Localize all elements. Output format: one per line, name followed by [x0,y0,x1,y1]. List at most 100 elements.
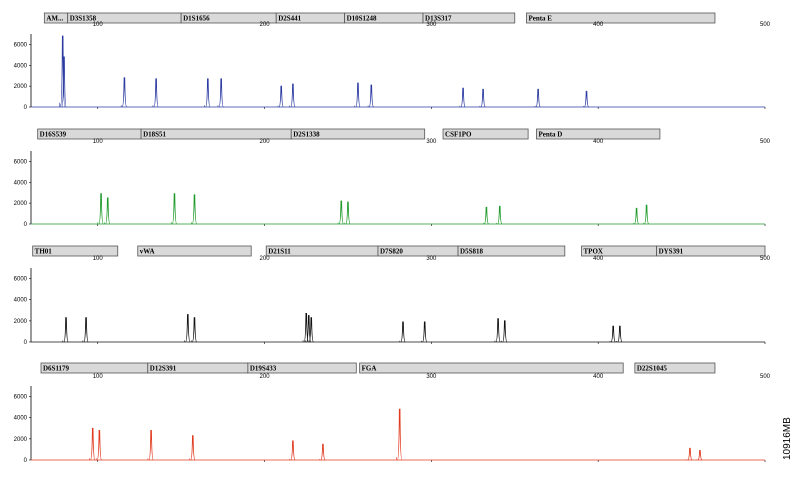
panel-red: D6S1179 D12S391 D19S433 FGA D22S1045 100 200 30… [14,362,771,464]
y-tick-label: 4000 [14,180,28,186]
y-tick-label: 4000 [14,298,28,304]
x-tick-label: 100 [93,374,104,380]
x-tick-label: 100 [93,22,104,28]
peak [687,447,693,461]
locus-label: Penta E [528,15,552,23]
locus-label: D1S1656 [183,15,210,23]
peak [191,194,198,225]
y-tick-label: 2000 [14,437,28,443]
y-tick-label: 6000 [14,277,28,283]
x-tick-label: 500 [760,22,771,28]
panel-black: TH01 vWA D21S11 D7S820 D5S818 TPOX DYS391 100 20… [14,245,771,346]
y-tick-label: 0 [24,340,28,346]
peak [320,443,326,461]
x-tick-label: 300 [426,22,437,28]
locus-label: D3S1358 [70,15,97,23]
locus-label: D19S433 [250,365,277,373]
locus-label: CSF1PO [445,131,472,139]
peak [290,83,296,108]
peak [60,35,66,108]
peak [96,429,103,461]
locus-bin [422,12,516,24]
peak [105,197,111,225]
peak [171,193,178,225]
panel-blue: AM... D3S1358 D1S1656 D2S441 D10S1248 D13S317… [14,12,771,111]
y-tick-label: 2000 [14,84,28,90]
y-tick-label: 0 [24,105,28,111]
locus-label: D7S820 [380,248,403,256]
y-tick-label: 4000 [14,63,28,69]
peak [98,193,104,225]
locus-bin [137,245,252,257]
peak [190,435,196,461]
x-tick-label: 200 [260,22,271,28]
x-tick-label: 400 [593,22,604,28]
locus-label: D2S441 [278,15,301,23]
x-tick-label: 100 [93,256,104,262]
peak [483,206,489,225]
y-tick-label: 2000 [14,201,28,207]
peak [422,321,428,343]
peak [495,318,501,343]
x-tick-label: 200 [260,139,271,145]
peak [480,88,486,108]
peak [185,314,191,343]
x-tick-label: 500 [760,139,771,145]
peak [610,325,616,343]
peak [153,78,159,108]
x-tick-label: 400 [593,256,604,262]
locus-label: D18S51 [143,131,166,139]
locus-label: AM... [46,15,63,23]
locus-label: D13S317 [425,15,452,23]
locus-label: FGA [362,365,377,373]
peak [338,200,344,225]
x-tick-label: 300 [426,374,437,380]
peak [617,325,623,343]
peak [502,320,508,343]
x-tick-label: 400 [593,139,604,145]
locus-label: TH01 [35,248,53,256]
peak [535,88,541,108]
peak [643,204,650,225]
peak [83,317,89,343]
locus-bin [247,362,357,374]
x-tick-label: 300 [426,139,437,145]
peak [218,78,224,108]
locus-bin [290,128,426,140]
peak [368,84,374,108]
locus-label: D6S1179 [43,365,70,373]
y-tick-label: 6000 [14,42,28,48]
y-tick-label: 2000 [14,319,28,325]
locus-bin [634,362,716,374]
figure-id-label: 10916MB [782,417,793,460]
locus-label: D16S539 [40,131,67,139]
locus-label: D10S1248 [347,15,377,23]
locus-label: Penta D [538,131,562,139]
x-tick-label: 500 [760,256,771,262]
locus-label: TPOX [584,248,603,256]
x-tick-label: 500 [760,374,771,380]
peak [308,317,314,343]
locus-bin [359,362,624,374]
peak [278,85,284,108]
y-tick-label: 0 [24,458,28,464]
y-tick-label: 6000 [14,159,28,165]
peak [584,90,589,108]
locus-label: D21S11 [268,248,291,256]
peak [400,321,406,343]
locus-bin [526,12,716,24]
x-tick-label: 200 [260,374,271,380]
x-tick-label: 100 [93,139,104,145]
panel-green: D16S539 D18S51 D2S1338 CSF1PO Penta D 100 200 3… [14,128,771,228]
peak [205,78,211,108]
locus-bin [536,128,661,140]
peak [191,317,198,343]
locus-label: D5S818 [460,248,483,256]
x-tick-label: 300 [426,256,437,262]
peak [90,427,96,461]
locus-bin [32,245,119,257]
x-tick-label: 400 [593,374,604,380]
x-tick-label: 200 [260,256,271,262]
peak [345,201,351,225]
